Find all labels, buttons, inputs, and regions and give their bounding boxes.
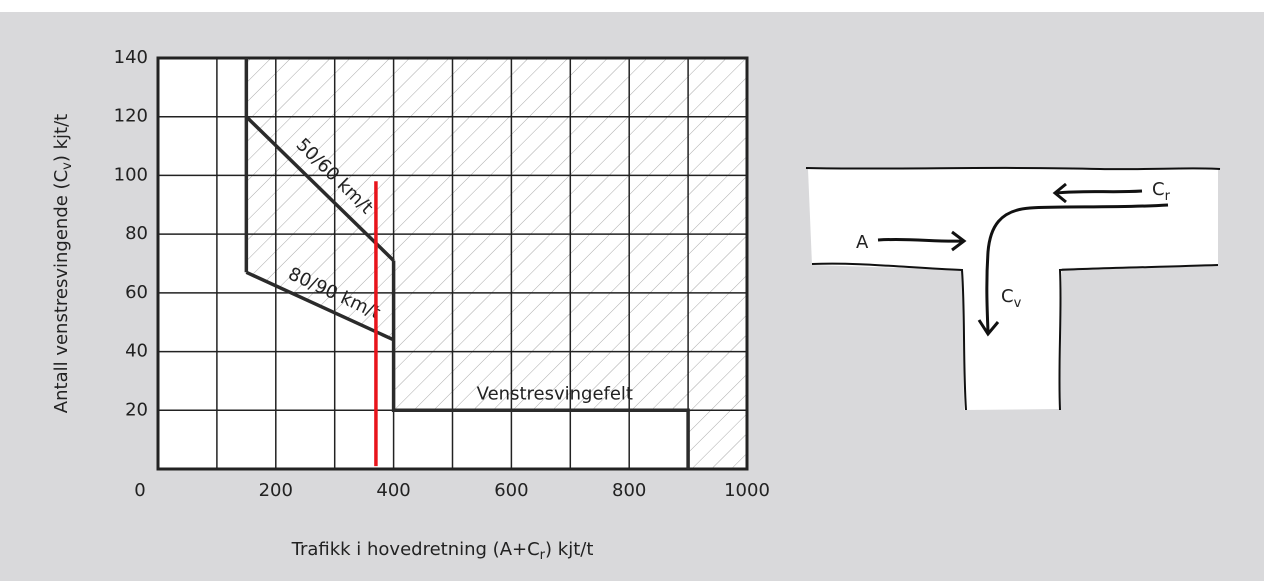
page: 20 40 60 80 100 120 140 0 200 400 600 800 1000 Antall… (0, 12, 1264, 581)
figure: 20 40 60 80 100 120 140 0 200 400 600 800 1000 Antall… (0, 12, 1264, 581)
y-tick-label: 40 (125, 341, 148, 362)
diagram-label: A (856, 232, 869, 253)
x-tick-label: 600 (494, 480, 528, 501)
road-edge (1059, 265, 1218, 410)
y-tick-label: 100 (114, 164, 148, 185)
label-part: ) kjt/t (545, 539, 593, 560)
junction-diagram: A Cr Cv (806, 168, 1220, 410)
x-tick-label: 0 (134, 480, 145, 501)
label-main: C (1001, 286, 1014, 307)
y-axis-label: Antall venstresvingende (Cv) kjt/t (51, 114, 75, 413)
road-edge (812, 264, 966, 410)
line-label: Venstresvingefelt (477, 383, 633, 404)
y-tick-label: 140 (114, 47, 148, 68)
plot: 20 40 60 80 100 120 140 0 200 400 600 800 1000 Antall… (51, 47, 770, 563)
label-sub: v (1014, 296, 1022, 311)
label-part: Antall venstresvingende (C (51, 170, 72, 413)
label-part: ) kjt/t (51, 114, 72, 162)
y-tick-label: 120 (114, 106, 148, 127)
label-main: C (1152, 179, 1165, 200)
x-tick-label: 800 (612, 480, 646, 501)
y-tick-label: 20 (125, 399, 148, 420)
label-part: Trafikk i hovedretning (A+C (291, 539, 540, 560)
y-tick-label: 80 (125, 223, 148, 244)
x-tick-label: 400 (376, 480, 410, 501)
y-tick-label: 60 (125, 282, 148, 303)
x-axis-label: Trafikk i hovedretning (A+Cr) kjt/t (291, 539, 594, 563)
x-tick-label: 1000 (724, 480, 770, 501)
x-tick-label: 200 (259, 480, 293, 501)
label-sub: r (1165, 189, 1171, 204)
